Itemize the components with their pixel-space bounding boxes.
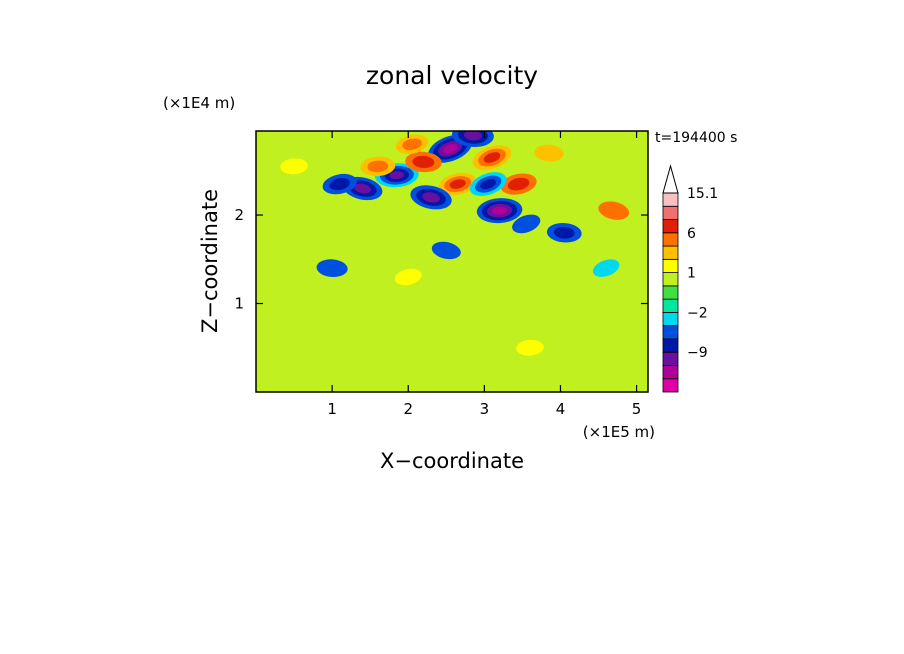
field-feature (394, 268, 422, 286)
field-feature (534, 144, 564, 162)
colorbar-segment (662, 298, 679, 313)
field-feature (516, 339, 544, 356)
colorbar-segment (662, 365, 679, 380)
colorbar-segment (662, 219, 679, 234)
y-scale-note: (×1E4 m) (163, 94, 235, 112)
colorbar-segment (662, 258, 679, 274)
colorbar-tick-label: 1 (687, 266, 696, 282)
field-feature (342, 176, 383, 201)
colorbar-segment (662, 311, 679, 327)
contour-field (280, 131, 630, 356)
colorbar-segment (662, 192, 679, 207)
field-feature (431, 241, 461, 260)
colorbar-tick-label: 6 (687, 226, 696, 242)
field-feature (322, 173, 357, 195)
y-tick-label: 1 (234, 295, 244, 313)
colorbar: 15.1 6 1 −2 −9 (662, 164, 718, 393)
field-feature (395, 134, 429, 154)
field-feature (512, 214, 541, 234)
colorbar-segment (662, 351, 679, 366)
y-tick-label: 2 (234, 206, 244, 224)
colorbar-tick-label: 15.1 (687, 186, 718, 202)
field-feature (476, 198, 523, 224)
colorbar-segment (662, 285, 679, 300)
field-feature (546, 222, 582, 243)
x-tick-label: 5 (632, 400, 642, 418)
field-feature (469, 172, 507, 197)
field-feature (472, 145, 512, 170)
field-feature (438, 172, 477, 196)
colorbar-segment (662, 325, 679, 340)
colorbar-tick-label: −2 (687, 305, 708, 321)
field-feature (360, 156, 396, 177)
colorbar-segment (662, 205, 679, 220)
x-scale-note: (×1E5 m) (583, 423, 655, 441)
x-tick-label: 4 (556, 400, 566, 418)
field-feature (405, 151, 442, 173)
y-axis-ticks: 12 (234, 206, 648, 313)
time-label: t=194400 s (655, 130, 737, 146)
x-tick-label: 3 (480, 400, 490, 418)
field-feature (410, 185, 452, 210)
field-feature (280, 158, 308, 175)
x-axis-ticks: 1 2 3 4 5 (327, 131, 641, 418)
colorbar-segment (662, 232, 679, 247)
plot-frame (255, 130, 649, 393)
x-axis-label: X−coordinate (380, 449, 524, 473)
colorbar-segment (662, 272, 679, 287)
field-feature (598, 201, 630, 220)
field-feature (500, 173, 537, 195)
colorbar-segment (662, 378, 679, 393)
colorbar-tick-label: −9 (687, 345, 708, 361)
colorbar-extend-arrow (662, 164, 679, 194)
y-axis-label: Z−coordinate (198, 189, 222, 333)
x-tick-label: 1 (327, 400, 337, 418)
colorbar-segment (662, 338, 679, 353)
x-tick-label: 2 (403, 400, 413, 418)
chart-title: zonal velocity (366, 61, 538, 90)
field-feature (316, 259, 348, 277)
colorbar-segment (662, 245, 679, 260)
field-feature (592, 259, 620, 277)
plot-background (256, 131, 648, 392)
